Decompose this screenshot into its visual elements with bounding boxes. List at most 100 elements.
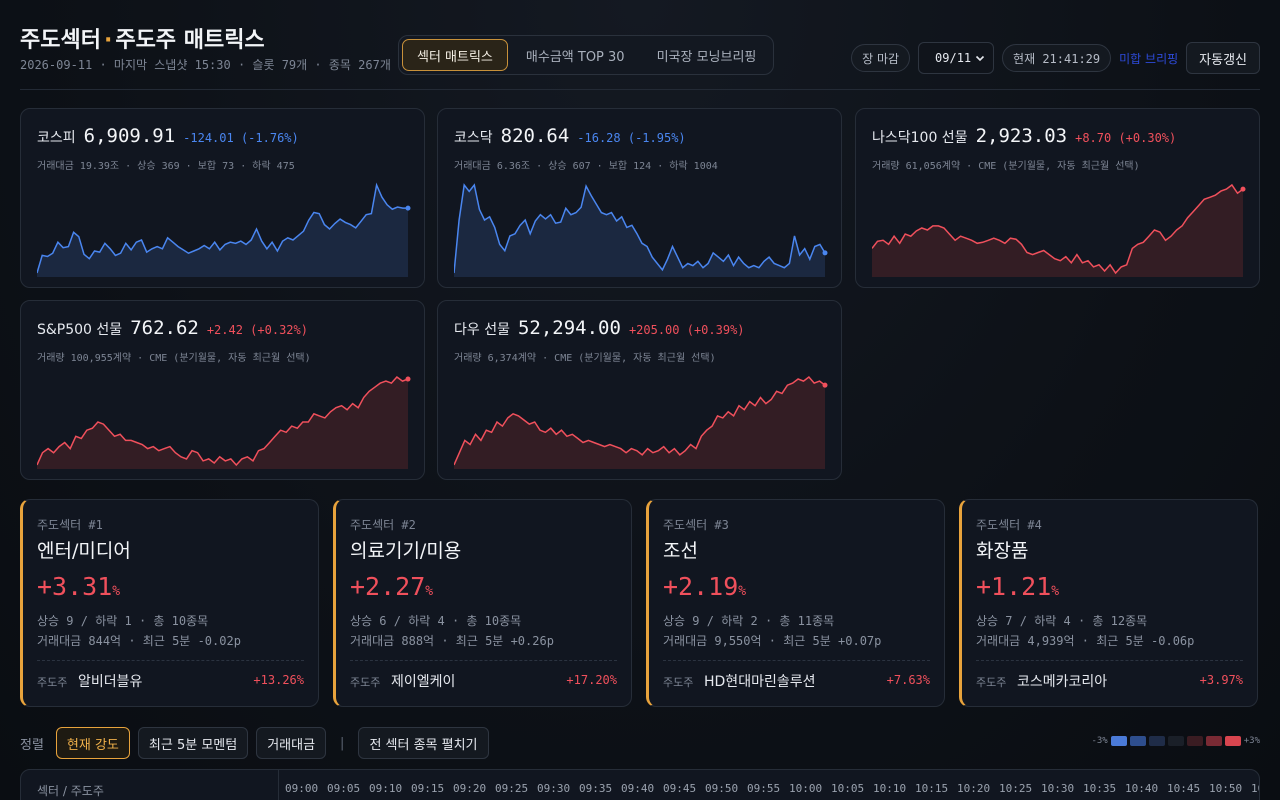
sector-rank: 주도섹터 #1 bbox=[37, 518, 103, 532]
sector-change-unit: % bbox=[738, 584, 747, 599]
sector-card-3[interactable]: 주도섹터 #3 조선 +2.19% 상승 9 / 하락 2 · 총 11종목 거… bbox=[646, 499, 945, 707]
time-column-header: 10:35 bbox=[1083, 781, 1117, 795]
leader-change: +13.26% bbox=[253, 673, 304, 687]
index-header: 코스닥 820.64 -16.28 (-1.95%) bbox=[454, 125, 686, 147]
sparkline-line bbox=[454, 183, 826, 274]
page-subtitle: 2026-09-11 · 마지막 스냅샷 15:30 · 슬롯 79개 · 종목… bbox=[20, 58, 391, 72]
time-column-header: 10:45 bbox=[1167, 781, 1201, 795]
sparkline-area bbox=[37, 185, 408, 277]
sector-card-4[interactable]: 주도섹터 #4 화장품 +1.21% 상승 7 / 하락 4 · 총 12종목 … bbox=[959, 499, 1258, 707]
date-select[interactable]: 09/11 bbox=[918, 42, 995, 74]
divider bbox=[976, 660, 1243, 661]
legend-swatch bbox=[1224, 736, 1241, 746]
time-column-header: 10:50 bbox=[1209, 781, 1243, 795]
leader-name[interactable]: 제이엘케이 bbox=[391, 674, 456, 690]
sparkline-last-point bbox=[405, 376, 411, 382]
sector-name: 의료기기/미용 bbox=[350, 540, 462, 562]
index-name: 나스닥100 선물 bbox=[872, 130, 968, 146]
index-change: +8.70 (+0.30%) bbox=[1075, 131, 1177, 145]
sector-card-2[interactable]: 주도섹터 #2 의료기기/미용 +2.27% 상승 6 / 하락 4 · 총 1… bbox=[333, 499, 632, 707]
sparkline-line bbox=[37, 182, 408, 274]
sparkline-area bbox=[37, 377, 408, 469]
sector-volume: 거래대금 9,550억 · 최근 5분 +0.07p bbox=[663, 634, 882, 648]
time-column-header: 10:25 bbox=[999, 781, 1033, 795]
title-dot: · bbox=[103, 28, 113, 53]
time-column-header: 09:35 bbox=[579, 781, 613, 795]
time-column-header: 09:55 bbox=[747, 781, 781, 795]
leader-name[interactable]: 코스메카코리아 bbox=[1017, 674, 1108, 690]
index-card-dow[interactable]: 다우 선물 52,294.00 +205.00 (+0.39%) 거래량 6,3… bbox=[437, 300, 842, 480]
sort-bar: 정렬 현재 강도 최근 5분 모멘텀 거래대금 | 전 섹터 종목 펼치기 -3… bbox=[20, 727, 1260, 759]
index-value: 52,294.00 bbox=[517, 317, 621, 339]
sparkline-line bbox=[37, 375, 409, 467]
sparkline-area bbox=[454, 185, 825, 277]
title-secondary: 주도주 매트릭스 bbox=[115, 28, 265, 53]
page-header: 주도섹터 · 주도주 매트릭스 2026-09-11 · 마지막 스냅샷 15:30… bbox=[20, 20, 1260, 90]
briefing-link[interactable]: 미합 브리핑 bbox=[1119, 51, 1179, 66]
legend-swatch bbox=[1167, 736, 1184, 746]
index-name: 코스피 bbox=[37, 130, 76, 146]
time-column-header: 09:30 bbox=[537, 781, 571, 795]
sector-change: +2.19% bbox=[663, 572, 746, 601]
view-tabs: 섹터 매트릭스 매수금액 TOP 30 미국장 모닝브리핑 bbox=[398, 35, 775, 75]
time-column-header: 10:05 bbox=[831, 781, 865, 795]
time-column-header: 09:50 bbox=[705, 781, 739, 795]
legend-swatch bbox=[1205, 736, 1222, 746]
market-status-badge: 장 마감 bbox=[851, 44, 911, 72]
index-card-sp500[interactable]: S&P500 선물 762.62 +2.42 (+0.32%) 거래량 100,… bbox=[20, 300, 425, 480]
sort-by-volume-button[interactable]: 거래대금 bbox=[256, 727, 327, 759]
matrix-corner-header: 섹터 / 주도주 bbox=[21, 770, 279, 800]
sector-rank: 주도섹터 #2 bbox=[350, 518, 416, 532]
sparkline-line bbox=[454, 375, 826, 466]
auto-refresh-button[interactable]: 자동갱신 bbox=[1186, 42, 1260, 74]
sparkline-last-point bbox=[405, 205, 411, 211]
time-column-header: 09:20 bbox=[453, 781, 487, 795]
sparkline-last-point bbox=[822, 250, 828, 256]
sector-change-unit: % bbox=[1051, 584, 1060, 599]
sort-label: 정렬 bbox=[20, 737, 44, 753]
time-column-header: 09:05 bbox=[327, 781, 361, 795]
sector-name: 조선 bbox=[663, 540, 698, 562]
divider bbox=[663, 660, 930, 661]
time-column-header: 10:20 bbox=[957, 781, 991, 795]
sparkline-last-point bbox=[822, 382, 828, 388]
legend-min: -3% bbox=[1091, 736, 1108, 746]
leader-label: 주도주 bbox=[37, 676, 68, 689]
title-primary: 주도섹터 bbox=[20, 28, 101, 53]
sector-change-value: +3.31 bbox=[37, 572, 113, 601]
sector-breadth: 상승 6 / 하락 4 · 총 10종목 bbox=[350, 614, 522, 628]
sector-breadth: 상승 7 / 하락 4 · 총 12종목 bbox=[976, 614, 1148, 628]
leader-name[interactable]: 알비더블유 bbox=[78, 674, 143, 690]
sector-volume: 거래대금 888억 · 최근 5분 +0.26p bbox=[350, 634, 554, 648]
sparkline-last-point bbox=[1240, 186, 1246, 192]
time-column-header: 10:00 bbox=[789, 781, 823, 795]
sector-change: +1.21% bbox=[976, 572, 1059, 601]
index-name: 다우 선물 bbox=[454, 322, 510, 338]
sector-breadth: 상승 9 / 하락 1 · 총 10종목 bbox=[37, 614, 209, 628]
sector-change-value: +2.27 bbox=[350, 572, 426, 601]
legend-swatch bbox=[1148, 736, 1165, 746]
leader-name[interactable]: HD현대마린솔루션 bbox=[704, 674, 816, 690]
expand-all-button[interactable]: 전 섹터 종목 펼치기 bbox=[358, 727, 489, 759]
index-change: -16.28 (-1.95%) bbox=[577, 131, 686, 145]
time-column-header: 09:15 bbox=[411, 781, 445, 795]
index-card-kosdaq[interactable]: 코스닥 820.64 -16.28 (-1.95%) 거래대금 6.36조 · … bbox=[437, 108, 842, 288]
index-header: 다우 선물 52,294.00 +205.00 (+0.39%) bbox=[454, 317, 745, 339]
sector-rank: 주도섹터 #3 bbox=[663, 518, 729, 532]
sector-volume: 거래대금 844억 · 최근 5분 -0.02p bbox=[37, 634, 241, 648]
sort-by-strength-button[interactable]: 현재 강도 bbox=[55, 727, 130, 759]
index-change: -124.01 (-1.76%) bbox=[183, 131, 299, 145]
index-card-nasdaq100[interactable]: 나스닥100 선물 2,923.03 +8.70 (+0.30%) 거래량 61… bbox=[855, 108, 1260, 288]
tab-top30[interactable]: 매수금액 TOP 30 bbox=[525, 49, 625, 65]
tab-sector-matrix[interactable]: 섹터 매트릭스 bbox=[402, 39, 508, 71]
index-value: 2,923.03 bbox=[975, 125, 1068, 147]
sort-by-momentum-button[interactable]: 최근 5분 모멘텀 bbox=[137, 727, 249, 759]
index-value: 762.62 bbox=[130, 317, 199, 339]
index-card-kospi[interactable]: 코스피 6,909.91 -124.01 (-1.76%) 거래대금 19.39… bbox=[20, 108, 425, 288]
sector-card-1[interactable]: 주도섹터 #1 엔터/미디어 +3.31% 상승 9 / 하락 1 · 총 10… bbox=[20, 499, 319, 707]
index-meta: 거래량 100,955계약 · CME (분기월물, 자동 최근월 선택) bbox=[37, 353, 311, 364]
header-controls: 장 마감 09/11 현재 21:41:29 미합 브리핑 자동갱신 bbox=[851, 42, 1260, 74]
tab-us-briefing[interactable]: 미국장 모닝브리핑 bbox=[656, 49, 757, 65]
sector-volume: 거래대금 4,939억 · 최근 5분 -0.06p bbox=[976, 634, 1195, 648]
legend-swatch bbox=[1110, 736, 1127, 746]
